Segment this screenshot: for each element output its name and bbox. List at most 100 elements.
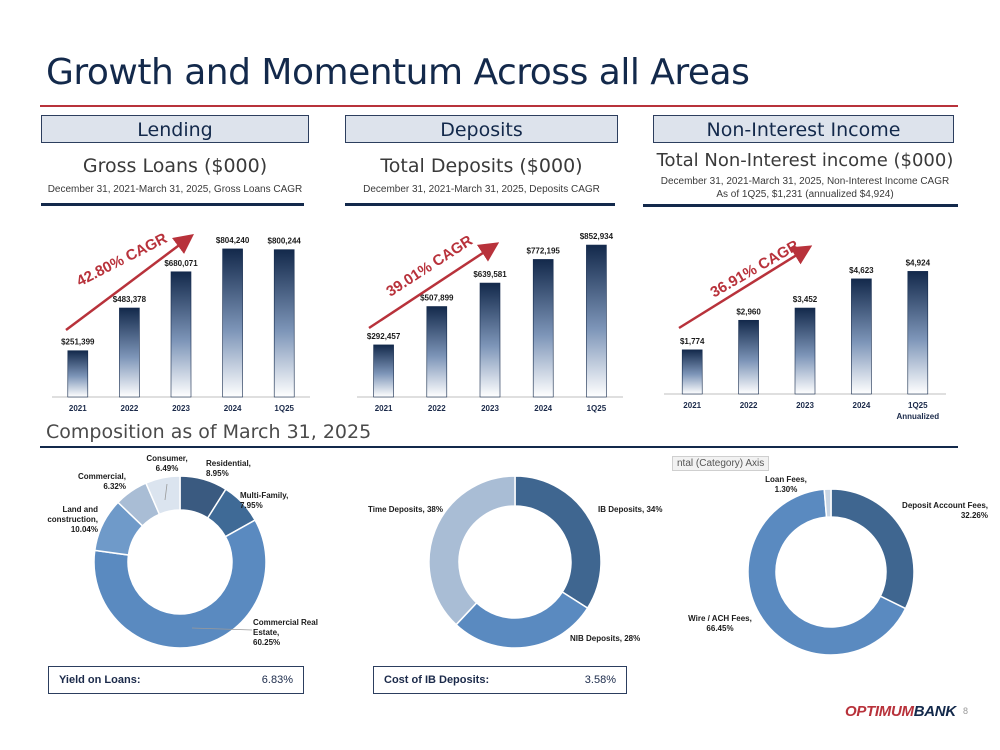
- yield-value: 6.83%: [261, 674, 293, 686]
- loans-bar-2024: [222, 248, 243, 398]
- fee_comp-slice-2: [823, 488, 832, 518]
- optimumbank-logo: OPTIMUMBANK: [845, 703, 956, 720]
- section-lending: Lending: [41, 115, 309, 143]
- yield-on-loans-box: Yield on Loans: 6.83%: [48, 666, 304, 694]
- loans-chart-subtitle: December 31, 2021-March 31, 2025, Gross …: [47, 184, 303, 195]
- loan_comp-slice-3: [93, 501, 144, 556]
- page-title: Growth and Momentum Across all Areas: [46, 52, 750, 93]
- loans-cagr-arrow: [65, 234, 194, 331]
- deposits-data-label-2024: $772,195: [527, 246, 561, 255]
- deposits-rule: [345, 203, 615, 206]
- fee_comp-donut-chart: Deposit Account Fees, 32.26% Wire / ACH Fe…: [688, 475, 988, 656]
- deposits-tick-2022: 2022: [428, 404, 446, 413]
- nii-bar-chart: $1,774 2021 $2,960 2022 $3,452 2023 $4,623 2024…: [664, 237, 946, 421]
- nii-bar-2022: [738, 319, 759, 395]
- cost-label: Cost of IB Deposits:: [384, 674, 490, 686]
- cre-leader-line: [191, 627, 253, 631]
- fee_comp-label-1: Wire / ACH Fees, 66.45%: [688, 614, 752, 633]
- nii-data-label-2021: $1,774: [680, 337, 705, 346]
- page-number: 8: [962, 706, 968, 716]
- deposits-bar-2022: [426, 306, 448, 398]
- loans-bar-chart: $251,399 2021 $483,378 2022 $680,071 2023 $804…: [52, 230, 310, 413]
- nii-rule: [643, 204, 958, 207]
- fee_comp-slice-0: [830, 488, 915, 610]
- deposits-tick-2021: 2021: [375, 404, 393, 413]
- nii-data-label-1Q25: $4,924: [906, 258, 931, 267]
- loans-rule: [41, 203, 304, 206]
- deposits-bar-2023: [479, 282, 501, 398]
- title-divider: [40, 105, 958, 107]
- nii-cagr-arrow: [678, 245, 813, 330]
- nii-chart-subtitle-2: As of 1Q25, $1,231 (annualized $4,924): [716, 189, 894, 200]
- loans-tick-2021: 2021: [69, 404, 87, 413]
- nii-bar-2024: [851, 278, 872, 395]
- nii-chart-title: Total Non-Interest income ($000): [656, 150, 954, 171]
- loans-data-label-2021: $251,399: [61, 338, 95, 347]
- section-non-interest: Non-Interest Income: [653, 115, 954, 143]
- deposits-bar-chart: $292,457 2021 $507,899 2022 $639,581 2023 $772…: [357, 232, 623, 413]
- logo-text-2: BANK: [913, 703, 956, 720]
- deposits-data-label-1Q25: $852,934: [580, 232, 614, 241]
- deposits-bar-2021: [373, 344, 394, 398]
- deposits-data-label-2021: $292,457: [367, 332, 401, 341]
- yield-label: Yield on Loans:: [59, 674, 141, 686]
- loans-tick-1Q25: 1Q25: [274, 404, 294, 413]
- cost-of-ib-deposits-box: Cost of IB Deposits: 3.58%: [373, 666, 627, 694]
- loan_comp-label-3: Land and construction, 10.04%: [47, 505, 98, 534]
- deposit_comp-slice-0: [514, 475, 602, 610]
- deposit_comp-label-1: NIB Deposits, 28%: [570, 634, 640, 643]
- loans-bar-2023: [170, 271, 192, 398]
- section-deposits: Deposits: [345, 115, 618, 143]
- nii-tick-2021: 2021: [683, 401, 701, 410]
- deposit_comp-donut-chart: IB Deposits, 34% NIB Deposits, 28% Time De…: [368, 475, 662, 649]
- loans-tick-2022: 2022: [121, 404, 139, 413]
- loans-data-label-2023: $680,071: [164, 259, 198, 268]
- nii-tick-note: Annualized: [896, 412, 939, 421]
- deposit_comp-slice-1: [455, 590, 589, 649]
- nii-tick-1Q25: 1Q25: [908, 401, 928, 410]
- deposits-tick-2023: 2023: [481, 404, 499, 413]
- loans-tick-2024: 2024: [224, 404, 242, 413]
- loan_comp-label-2: Commercial Real Estate, 60.25%: [253, 618, 318, 647]
- consumer-leader-line: [164, 483, 168, 501]
- deposits-tick-1Q25: 1Q25: [587, 404, 607, 413]
- fee_comp-label-2: Loan Fees, 1.30%: [765, 475, 807, 494]
- loans-bar-1Q25: [273, 249, 295, 398]
- loans-data-label-2022: $483,378: [113, 295, 147, 304]
- loan_comp-slice-1: [206, 488, 257, 538]
- loans-data-label-1Q25: $800,244: [268, 237, 302, 246]
- loans-bar-2022: [119, 307, 140, 398]
- loan_comp-slice-4: [116, 482, 161, 528]
- deposit_comp-slice-2: [428, 475, 516, 626]
- deposits-data-label-2022: $507,899: [420, 294, 454, 303]
- loan_comp-slice-5: [144, 475, 181, 516]
- deposits-chart-title: Total Deposits ($000): [380, 155, 583, 177]
- deposits-bar-1Q25: [586, 244, 607, 398]
- deposits-tick-2024: 2024: [534, 404, 552, 413]
- deposits-data-label-2023: $639,581: [473, 270, 507, 279]
- nii-tick-2023: 2023: [796, 401, 814, 410]
- fee_comp-slice-1: [747, 488, 907, 656]
- nii-tick-2022: 2022: [740, 401, 758, 410]
- deposits-cagr-label: 39.01% CAGR: [383, 232, 476, 300]
- loans-data-label-2024: $804,240: [216, 236, 250, 245]
- nii-bar-2023: [794, 307, 816, 395]
- deposit_comp-label-2: Time Deposits, 38%: [368, 505, 443, 514]
- logo-text-1: OPTIMUM: [845, 703, 914, 720]
- loan_comp-label-0: Residential, 8.95%: [206, 459, 251, 478]
- deposits-chart-subtitle: December 31, 2021-March 31, 2025, Deposi…: [363, 184, 600, 195]
- loans-chart-title: Gross Loans ($000): [82, 155, 268, 177]
- deposits-cagr-arrow: [368, 242, 500, 330]
- deposits-bar-2024: [532, 259, 554, 398]
- fee_comp-label-0: Deposit Account Fees, 32.26%: [902, 501, 988, 520]
- nii-tick-2024: 2024: [853, 401, 871, 410]
- nii-bar-1Q25: [907, 271, 929, 395]
- loan_comp-label-1: Multi-Family, 7.95%: [240, 491, 288, 510]
- loans-tick-2023: 2023: [172, 404, 190, 413]
- loan_comp-label-4: Commercial, 6.32%: [78, 472, 126, 491]
- loan_comp-label-5: Consumer, 6.49%: [146, 454, 187, 473]
- deposit_comp-label-0: IB Deposits, 34%: [598, 505, 662, 514]
- axis-tooltip-chip: ntal (Category) Axis: [672, 456, 770, 471]
